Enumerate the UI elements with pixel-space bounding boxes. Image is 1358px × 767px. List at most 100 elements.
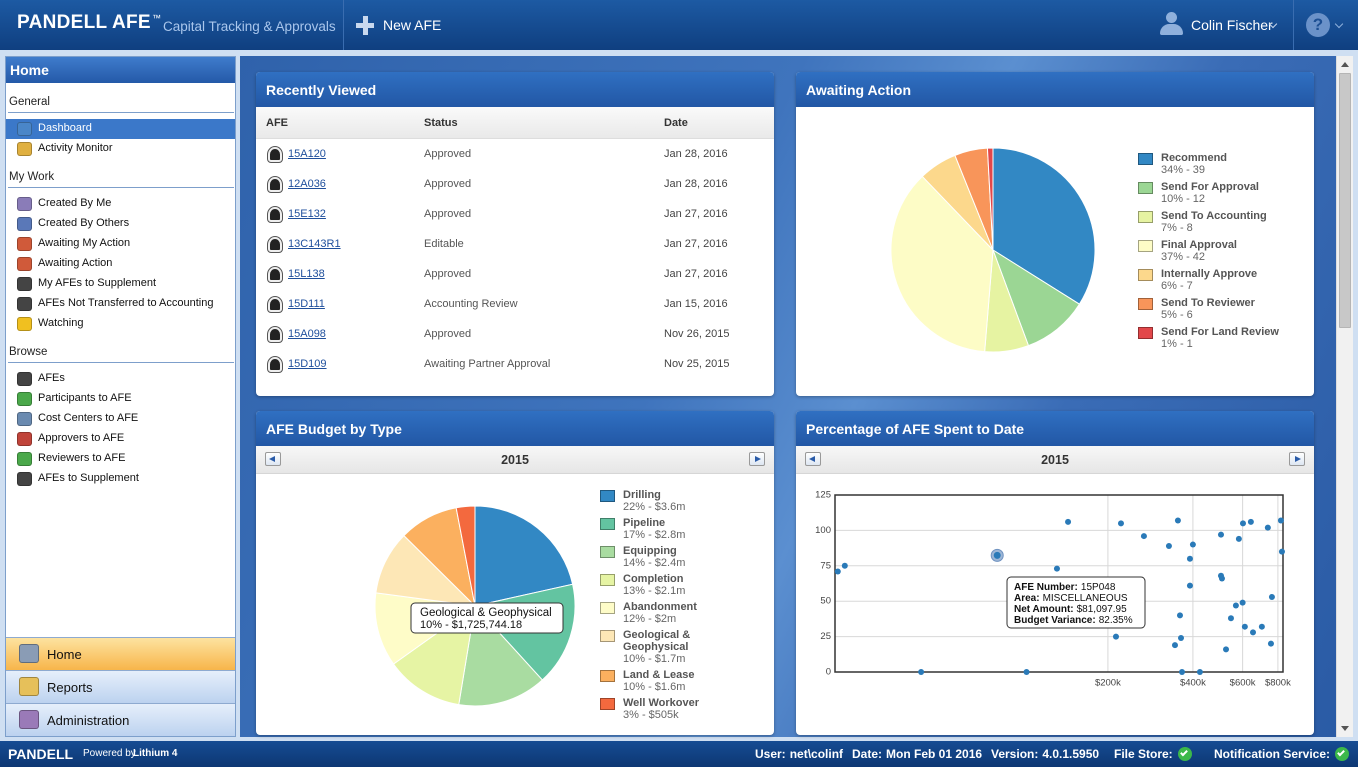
legend-swatch	[600, 574, 615, 586]
user-menu[interactable]: Colin Fischer	[1158, 10, 1282, 40]
prev-year-button[interactable]	[805, 452, 821, 466]
nav-item[interactable]: Activity Monitor	[6, 139, 235, 159]
footer-label: Notification Service:	[1214, 747, 1331, 761]
legend-name: Send For Approval	[1161, 181, 1259, 193]
prev-year-button[interactable]	[265, 452, 281, 466]
nav-item-icon	[17, 142, 32, 156]
nav-item-label: AFEs to Supplement	[38, 472, 139, 484]
legend: Recommend 34% - 39 Send For Approval 10% - …	[1138, 152, 1308, 355]
nav-item[interactable]: Approvers to AFE	[6, 429, 235, 449]
nav-item[interactable]: AFEs to Supplement	[6, 469, 235, 489]
afe-date: Jan 15, 2016	[664, 298, 728, 310]
legend-name: Send To Reviewer	[1161, 297, 1255, 309]
nav-item[interactable]: Awaiting Action	[6, 254, 235, 274]
legend-swatch	[1138, 269, 1153, 281]
legend-text: Internally Approve 6% - 7	[1161, 268, 1257, 292]
help-menu[interactable]: ?	[1306, 13, 1346, 39]
nav-item[interactable]: Reviewers to AFE	[6, 449, 235, 469]
check-mark	[1179, 748, 1188, 757]
footer-value: net\colinf	[789, 747, 844, 761]
nav-item[interactable]: Watching	[6, 314, 235, 334]
legend-item: Completion 13% - $2.1m	[600, 573, 705, 597]
nav-item-label: Dashboard	[38, 122, 92, 134]
legend-swatch	[1138, 182, 1153, 194]
nav-item-icon	[17, 197, 32, 211]
nav-item-label: Participants to AFE	[38, 392, 132, 404]
nav-item[interactable]: Dashboard	[6, 119, 235, 139]
footer-item: User: net\colinf	[755, 746, 843, 762]
afe-status: Awaiting Partner Approval	[424, 358, 551, 370]
afe-link[interactable]: 12A036	[288, 178, 326, 190]
bottom-nav-button[interactable]: Administration	[6, 703, 235, 736]
nav-item-icon	[17, 372, 32, 386]
afe-link[interactable]: 15E132	[288, 208, 326, 220]
panel: AFE Budget by Type 2015 Drilling 22% - $3.6…	[256, 411, 774, 735]
afe-icon	[268, 237, 282, 252]
legend-swatch	[600, 602, 615, 614]
next-year-button[interactable]	[749, 452, 765, 466]
afe-status: Approved	[424, 328, 472, 340]
app-subtitle: Capital Tracking & Approvals	[163, 19, 336, 34]
nav-item[interactable]: AFEs	[6, 369, 235, 389]
scrollbar-thumb[interactable]	[1339, 73, 1351, 328]
nav-item-label: AFEs	[38, 372, 65, 384]
separator	[1293, 0, 1294, 50]
legend-name: Send To Accounting	[1161, 210, 1267, 222]
status-ok-icon	[1177, 747, 1192, 761]
afe-icon	[268, 327, 282, 342]
nav-item-icon	[17, 257, 32, 271]
legend-value: 1% - 1	[1161, 338, 1193, 350]
afe-status: Editable	[424, 238, 464, 250]
footer-powered: Powered by	[83, 748, 136, 759]
nav-item[interactable]: Created By Others	[6, 214, 235, 234]
legend-name: Equipping	[623, 545, 677, 557]
user-icon-body	[1160, 24, 1183, 35]
next-year-button[interactable]	[1289, 452, 1305, 466]
legend-item: Abandonment 12% - $2m	[600, 601, 705, 625]
sidebar: Home General Dashboard Activity Monitor My W…	[5, 56, 236, 737]
panel-title: Awaiting Action	[796, 72, 1314, 107]
legend-text: Final Approval 37% - 42	[1161, 239, 1237, 263]
arrow	[269, 456, 275, 462]
nav-item[interactable]: Participants to AFE	[6, 389, 235, 409]
afe-link[interactable]: 15D111	[288, 298, 325, 310]
afe-link[interactable]: 15D109	[288, 358, 327, 370]
panel: Percentage of AFE Spent to Date 2015	[796, 411, 1314, 735]
afe-date: Jan 28, 2016	[664, 178, 728, 190]
year-bar	[796, 446, 1314, 474]
legend-name: Abandonment	[623, 601, 697, 613]
legend-text: Recommend 34% - 39	[1161, 152, 1227, 176]
legend-value: 7% - 8	[1161, 222, 1193, 234]
afe-link[interactable]: 15L138	[288, 268, 325, 280]
nav-item[interactable]: My AFEs to Supplement	[6, 274, 235, 294]
bottom-nav-label: Home	[47, 647, 82, 662]
legend-item: Well Workover 3% - $505k	[600, 697, 705, 721]
afe-link[interactable]: 13C143R1	[288, 238, 341, 250]
legend-swatch	[1138, 153, 1153, 165]
nav-item[interactable]: AFEs Not Transferred to Accounting	[6, 294, 235, 314]
afe-link[interactable]: 15A098	[288, 328, 326, 340]
panel-title: Recently Viewed	[256, 72, 774, 107]
nav-item[interactable]: Cost Centers to AFE	[6, 409, 235, 429]
footer-value: Mon Feb 01 2016	[886, 747, 983, 761]
help-icon: ?	[1306, 13, 1330, 37]
footer-item: File Store:	[1114, 746, 1192, 762]
nav-item-icon	[17, 237, 32, 251]
new-afe-button[interactable]: New AFE	[354, 14, 464, 38]
bottom-nav-button[interactable]: Home	[6, 637, 235, 670]
nav-item[interactable]: Awaiting My Action	[6, 234, 235, 254]
afe-link[interactable]: 15A120	[288, 148, 326, 160]
bottom-nav-label: Reports	[47, 680, 93, 695]
afe-icon	[268, 177, 282, 192]
legend-value: 14% - $2.4m	[623, 557, 686, 569]
legend-name: Land & Lease	[623, 669, 695, 681]
nav-item[interactable]: Created By Me	[6, 194, 235, 214]
footer-item: Version: 4.0.1.5950	[991, 746, 1099, 762]
table-header	[256, 107, 774, 139]
legend-value: 12% - $2m	[623, 613, 677, 625]
legend-item: Send For Land Review 1% - 1	[1138, 326, 1308, 350]
nav-item-label: Created By Others	[38, 217, 130, 229]
bottom-nav-button[interactable]: Reports	[6, 670, 235, 703]
legend-value: 17% - $2.8m	[623, 529, 686, 541]
column-header: AFE	[266, 117, 288, 129]
